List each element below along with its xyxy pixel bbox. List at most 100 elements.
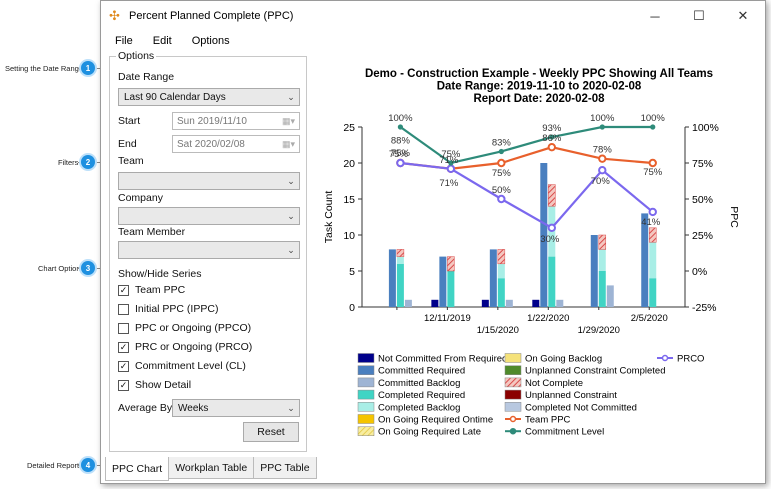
window-title: Percent Planned Complete (PPC)	[129, 10, 294, 22]
menu-file[interactable]: File	[115, 35, 133, 47]
legend-swatch	[504, 389, 522, 400]
series-line	[400, 161, 654, 230]
bar-completed-backlog	[396, 256, 404, 264]
callout-badge: 2	[81, 155, 95, 169]
bar-completed-backlog	[598, 249, 606, 271]
bar-completed-required	[649, 278, 657, 307]
series-data-label: 30%	[540, 234, 560, 245]
bar-committed-backlog	[606, 285, 614, 307]
series-toggle[interactable]: ✓ Commitment Level (CL)	[118, 360, 246, 372]
series-toggle[interactable]: ✓ Show Detail	[118, 379, 191, 391]
calendar-icon[interactable]: ▦▾	[281, 115, 295, 126]
series-data-label: 100%	[641, 113, 666, 124]
show-hide-label: Show/Hide Series	[118, 268, 202, 280]
company-label: Company	[118, 192, 163, 204]
legend-swatch-marker	[661, 354, 669, 362]
bar-completed-required	[548, 256, 556, 307]
bar-not-complete	[548, 184, 556, 207]
chevron-down-icon: ⌄	[287, 244, 295, 255]
start-date-field[interactable]: Sun 2019/11/10 ▦▾	[172, 112, 300, 130]
date-range-label: Date Range	[118, 71, 175, 83]
series-point	[547, 142, 557, 152]
series-point	[648, 158, 657, 168]
legend-swatch	[504, 402, 522, 412]
close-button[interactable]: ✕	[737, 8, 749, 23]
series-data-label: 75%	[391, 148, 411, 159]
series-toggle-label: Initial PPC (IPPC)	[135, 303, 219, 315]
y-tick-label: 20	[343, 158, 355, 170]
series-data-label: 75%	[492, 168, 512, 179]
bar-completed-required	[447, 271, 455, 307]
series-data-label: 71%	[439, 178, 459, 189]
series-toggle[interactable]: Initial PPC (IPPC)	[118, 303, 218, 315]
series-data-label: 78%	[593, 145, 613, 156]
chevron-down-icon: ⌄	[287, 91, 295, 102]
start-label: Start	[118, 115, 141, 127]
legend-swatch	[357, 426, 375, 436]
bar-completed-backlog	[649, 242, 657, 279]
checkbox-unchecked-icon[interactable]	[118, 322, 129, 334]
x-tick-label: 1/15/2020	[477, 325, 519, 336]
app-icon: ✣	[109, 8, 120, 23]
average-by-select[interactable]: Weeks ⌄	[172, 399, 300, 417]
chevron-down-icon: ⌄	[287, 402, 295, 413]
menu-options[interactable]: Options	[191, 35, 230, 47]
bar-committed-backlog	[556, 299, 564, 307]
callout-label: Filters	[58, 158, 79, 167]
end-date-field[interactable]: Sat 2020/02/08 ▦▾	[172, 135, 300, 153]
series-toggle[interactable]: ✓ PRC or Ongoing (PRCO)	[118, 341, 252, 353]
checkbox-unchecked-icon[interactable]	[118, 303, 129, 315]
report-tabs: PPC Chart Workplan Table PPC Table	[105, 457, 317, 481]
menu-edit[interactable]: Edit	[152, 35, 172, 47]
checkbox-checked-icon[interactable]: ✓	[118, 379, 129, 391]
team-select[interactable]: ⌄	[118, 172, 300, 190]
reset-button[interactable]: Reset	[243, 422, 299, 442]
checkbox-checked-icon[interactable]: ✓	[118, 284, 129, 296]
legend-swatch	[357, 414, 375, 424]
tab-workplan-table[interactable]: Workplan Table	[168, 457, 255, 479]
callout-badge: 1	[81, 61, 95, 75]
series-toggle[interactable]: PPC or Ongoing (PPCO)	[118, 322, 251, 334]
legend-label: Team PPC	[525, 415, 571, 426]
tab-ppc-chart[interactable]: PPC Chart	[105, 457, 170, 481]
legend-label: Committed Required	[378, 366, 465, 377]
company-select[interactable]: ⌄	[118, 207, 300, 225]
bar-not-complete	[396, 249, 405, 257]
minimize-button[interactable]: ─	[650, 8, 660, 24]
bar-completed-backlog	[497, 263, 505, 279]
checkbox-checked-icon[interactable]: ✓	[118, 360, 129, 372]
series-point	[448, 160, 454, 166]
legend-swatch	[504, 365, 522, 375]
chevron-down-icon: ⌄	[287, 175, 295, 186]
x-tick-label: 1/29/2020	[578, 325, 620, 336]
end-date-value: Sat 2020/02/08	[177, 138, 245, 150]
chart-title-line: Date Range: 2019-11-10 to 2020-02-08	[437, 81, 642, 93]
series-toggle[interactable]: ✓ Team PPC	[118, 284, 185, 296]
date-range-select[interactable]: Last 90 Calendar Days ⌄	[118, 88, 300, 106]
series-data-label: 100%	[590, 113, 615, 124]
options-panel: Options Date Range Last 90 Calendar Days…	[109, 50, 307, 452]
series-data-label: 100%	[388, 113, 413, 124]
series-point	[497, 194, 506, 204]
ppc-chart: Demo - Construction Example - Weekly PPC…	[317, 56, 761, 451]
start-date-value: Sun 2019/11/10	[177, 115, 247, 127]
end-label: End	[118, 138, 137, 150]
legend-label: Completed Backlog	[378, 402, 460, 413]
bar-not-complete	[598, 234, 607, 250]
series-point	[396, 158, 405, 168]
maximize-button[interactable]: ☐	[693, 8, 705, 23]
tab-ppc-table[interactable]: PPC Table	[253, 457, 317, 479]
legend-swatch	[357, 402, 375, 412]
bar-committed-required	[641, 213, 649, 307]
team-label: Team	[118, 155, 144, 167]
calendar-icon[interactable]: ▦▾	[281, 138, 295, 149]
options-group-label: Options	[116, 50, 157, 62]
y2-tick-label: 100%	[692, 122, 719, 134]
team-member-select[interactable]: ⌄	[118, 241, 300, 259]
y-tick-label: 15	[343, 194, 355, 206]
checkbox-checked-icon[interactable]: ✓	[118, 341, 129, 353]
series-point	[497, 158, 506, 168]
bar-not-committed-from-required	[431, 299, 439, 307]
legend-swatch-marker	[509, 415, 517, 423]
legend-swatch	[504, 353, 522, 363]
